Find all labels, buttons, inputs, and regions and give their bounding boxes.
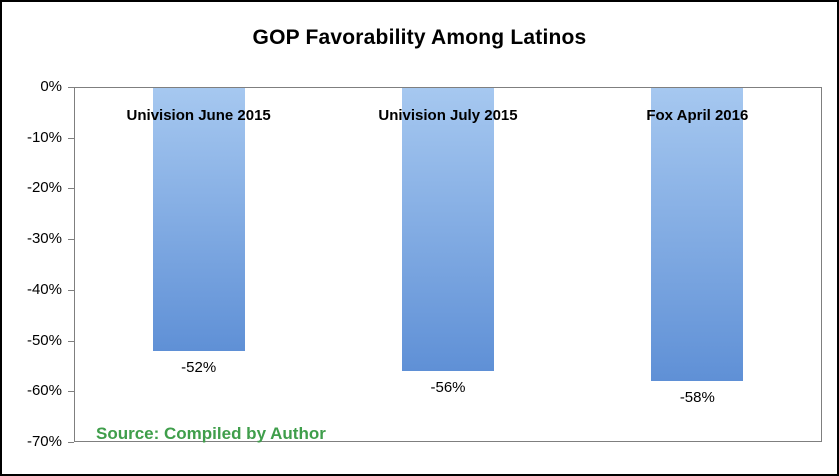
category-label: Fox April 2016 — [646, 107, 749, 124]
y-axis-tick-mark — [68, 391, 74, 393]
category-label: Univision June 2015 — [126, 107, 271, 124]
category-label: Univision July 2015 — [378, 107, 518, 124]
bar — [152, 88, 245, 351]
y-axis-tick-label: -60% — [26, 382, 62, 400]
value-label: -56% — [430, 379, 466, 396]
y-axis-tick-mark — [68, 188, 74, 190]
y-axis-tick-label: -10% — [26, 128, 62, 146]
y-axis-tick-label: 0% — [40, 78, 62, 95]
y-axis-tick-mark — [68, 340, 74, 342]
chart-title: GOP Favorability Among Latinos — [252, 26, 587, 49]
y-axis-tick-label: -70% — [26, 433, 62, 450]
value-label: -58% — [679, 389, 715, 407]
y-axis-tick-mark — [68, 289, 74, 291]
y-axis-tick-label: -20% — [26, 179, 62, 197]
bar — [402, 88, 494, 371]
source-note: Source: Compiled by Author — [96, 424, 326, 443]
y-axis-tick-mark — [68, 239, 74, 241]
y-axis-tick-label: -40% — [26, 280, 62, 298]
y-axis-tick-label: -50% — [26, 331, 62, 349]
y-axis-tick-mark — [68, 442, 74, 443]
y-axis-tick-mark — [68, 87, 74, 88]
value-label: -52% — [181, 358, 217, 376]
y-axis-tick-mark — [68, 137, 74, 139]
bar — [651, 88, 744, 382]
y-axis-tick-label: -30% — [26, 230, 62, 248]
